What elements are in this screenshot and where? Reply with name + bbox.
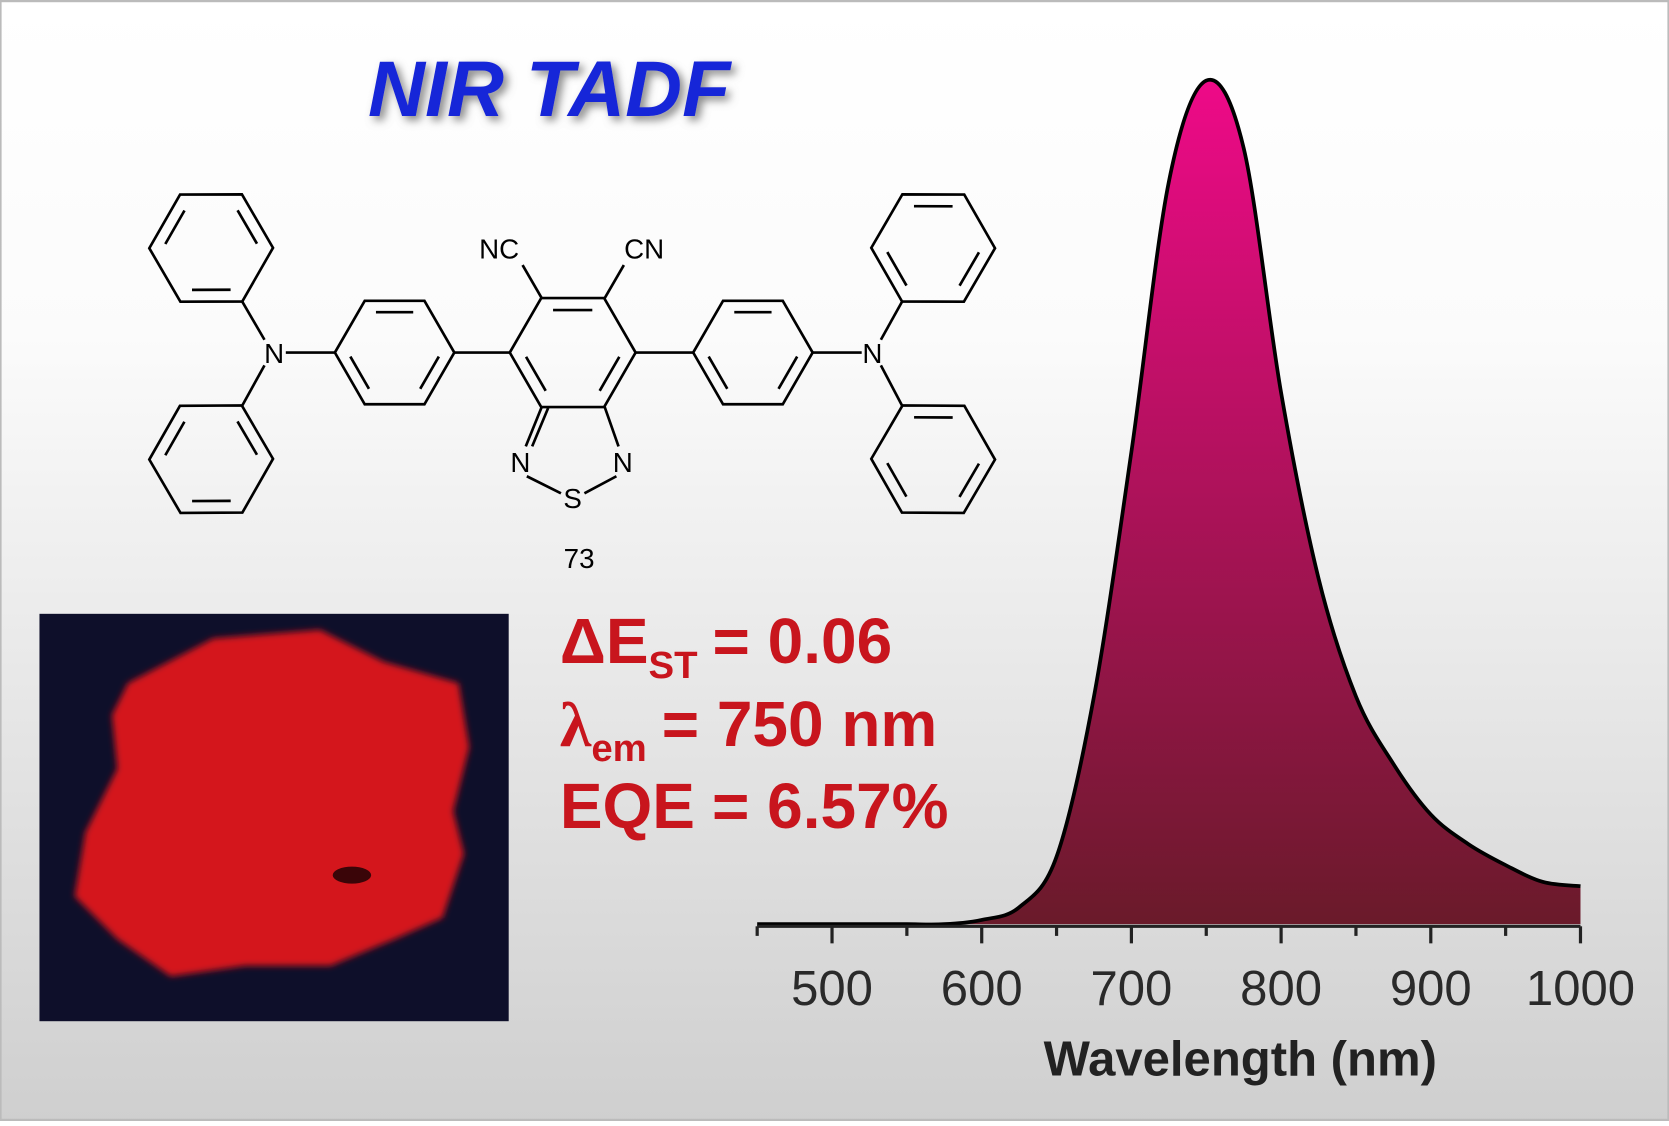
subscript: em	[591, 727, 646, 770]
value-text: = 0.06	[713, 605, 893, 677]
symbol: λ	[560, 689, 592, 760]
atom-label: N	[613, 447, 633, 478]
atom-label: N	[862, 338, 882, 369]
value-text: = 6.57%	[712, 770, 949, 842]
compound-label: 73	[564, 543, 595, 574]
property: EQE= 6.57%	[560, 770, 949, 842]
symbol: ΔE	[560, 605, 649, 677]
x-tick-label: 1000	[1526, 962, 1635, 1016]
x-tick-label: 600	[941, 962, 1023, 1016]
value-text: = 750 nm	[662, 688, 938, 760]
x-tick-label: 900	[1390, 962, 1472, 1016]
atom-label: NC	[479, 234, 519, 265]
subscript: ST	[649, 644, 699, 687]
atom-label: CN	[624, 234, 664, 265]
x-tick-label: 500	[791, 962, 873, 1016]
property: ΔEST = 0.06	[560, 605, 892, 687]
title: NIR TADF	[368, 45, 732, 133]
x-tick-label: 800	[1240, 962, 1322, 1016]
photo	[39, 614, 508, 1021]
x-tick-label: 700	[1090, 962, 1172, 1016]
symbol: EQE	[560, 770, 695, 842]
atom-label: S	[563, 483, 582, 514]
atom-label: N	[510, 447, 530, 478]
x-axis-title: Wavelength (nm)	[1044, 1033, 1437, 1087]
atom-label: N	[264, 338, 284, 369]
